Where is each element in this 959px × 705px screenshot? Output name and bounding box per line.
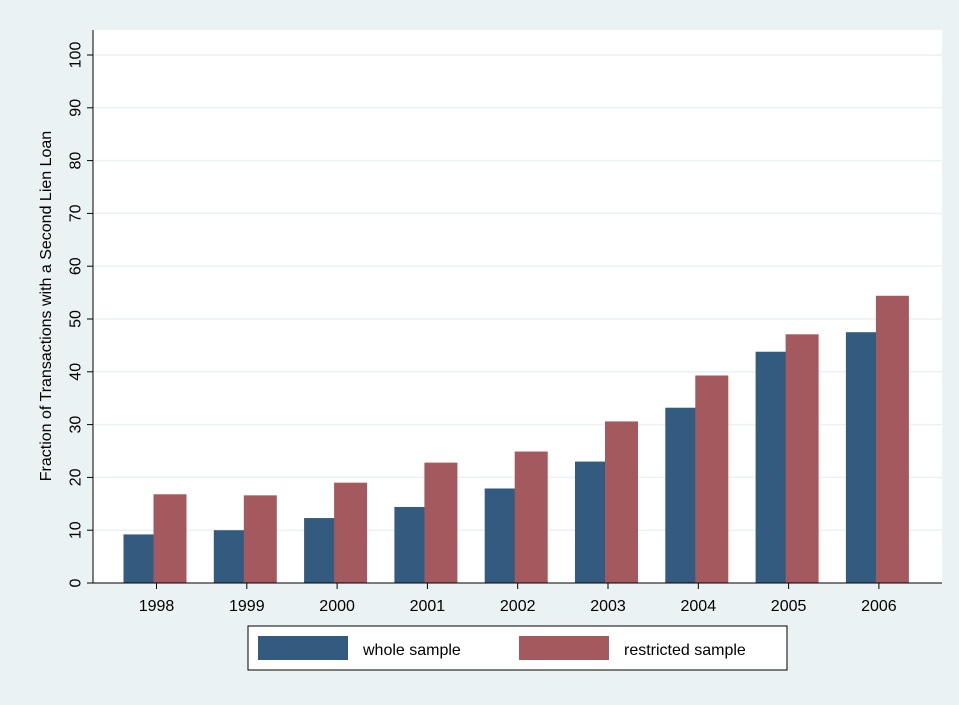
x-tick-label: 1999 [229,598,265,615]
bar-whole-sample-2003 [575,461,608,583]
x-tick-label: 2005 [771,598,807,615]
y-tick-label: 30 [68,416,85,434]
y-tick-label: 80 [68,152,85,170]
y-ticks: 0 10 20 30 40 50 60 70 80 90 100 [68,42,93,587]
bar-restricted-sample-2006 [875,295,909,583]
x-tick-label: 2004 [681,598,717,615]
bar-whole-sample-2005 [755,351,789,583]
bar-restricted-sample-2003 [605,421,638,583]
legend-swatch [519,636,609,660]
bar-restricted-sample-1998 [153,494,187,583]
y-tick-label: 20 [68,468,85,486]
bar-restricted-sample-2001 [424,462,458,583]
legend-swatch [258,636,348,660]
y-tick-label: 50 [68,310,85,328]
bar-restricted-sample-2000 [334,482,368,583]
bar-whole-sample-2000 [304,518,338,583]
y-tick-label: 100 [68,42,85,69]
bar-restricted-sample-2002 [514,451,548,583]
legend-label: restricted sample [624,642,746,659]
bar-whole-sample-1999 [213,530,247,583]
bars [123,295,909,583]
bar-whole-sample-2002 [484,488,518,583]
y-tick-label: 60 [68,257,85,275]
legend-label: whole sample [362,642,461,659]
y-tick-label: 0 [68,578,85,587]
y-axis-title: Fraction of Transactions with a Second L… [38,131,55,481]
y-tick-label: 70 [68,204,85,222]
x-tick-label: 2002 [500,598,536,615]
x-tick-label: 2006 [861,598,897,615]
bar-restricted-sample-2004 [695,375,729,583]
y-tick-label: 90 [68,99,85,117]
x-tick-label: 2001 [410,598,446,615]
x-tick-label: 2003 [590,598,626,615]
bar-whole-sample-2001 [394,506,428,583]
bar-restricted-sample-1999 [243,495,277,583]
y-tick-label: 40 [68,363,85,381]
bar-whole-sample-1998 [123,534,157,583]
bar-restricted-sample-2005 [785,334,819,583]
x-ticks: 1998 1999 2000 2001 2002 2003 2004 2005 2006 [139,583,897,615]
x-tick-label: 1998 [139,598,175,615]
bar-whole-sample-2004 [665,407,699,583]
bar-whole-sample-2006 [845,332,879,583]
y-tick-label: 10 [68,521,85,539]
x-tick-label: 2000 [319,598,355,615]
legend: whole sample restricted sample [258,636,746,660]
